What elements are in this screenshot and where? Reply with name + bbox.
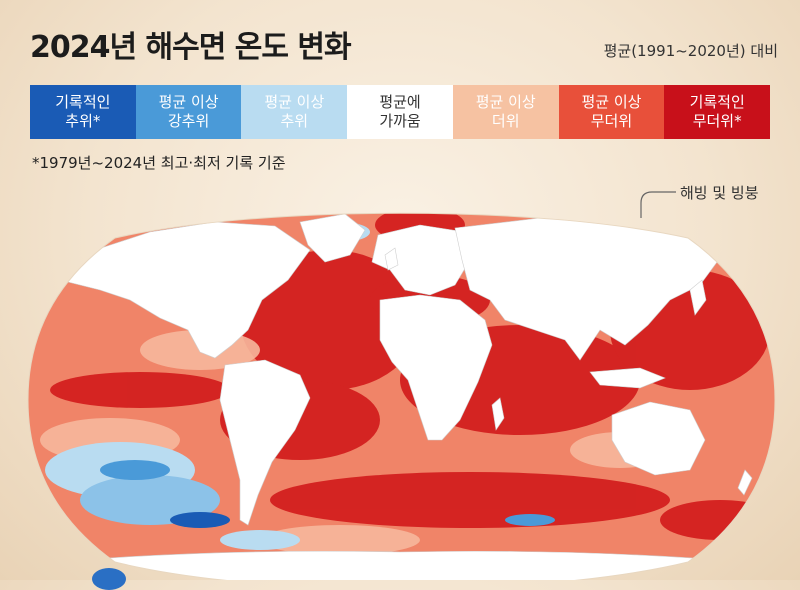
- africa: [379, 294, 493, 441]
- madagascar: [491, 397, 505, 431]
- legend-label: 평균에 가까움: [379, 93, 421, 130]
- legend-label: 평균 이상 강추위: [158, 93, 219, 130]
- map-outline: [27, 212, 776, 580]
- publisher-logo-icon: [92, 568, 126, 590]
- legend-below: 평균 이상 추위: [241, 85, 348, 139]
- baseline-subtitle: 평균(1991~2020년) 대비: [603, 42, 778, 60]
- legend-record-cold: 기록적인 추위*: [30, 85, 136, 139]
- legend-label: 기록적인 추위*: [55, 93, 111, 130]
- legend-label: 기록적인 무더위*: [689, 93, 745, 130]
- record-basis-note: *1979년~2024년 최고·최저 기록 기준: [32, 154, 286, 172]
- europe: [371, 224, 471, 296]
- north-america: [59, 221, 311, 359]
- legend-label: 평균 이상 더위: [475, 93, 536, 130]
- legend-record-hot: 기록적인 무더위*: [664, 85, 771, 139]
- japan: [689, 279, 707, 316]
- sea-ice-label: 해빙 및 빙붕: [680, 184, 759, 202]
- page-title: 2024년 해수면 온도 변화: [30, 30, 352, 65]
- new-zealand: [737, 469, 753, 496]
- sea-ice-callout-line: [640, 191, 676, 218]
- australia: [611, 401, 706, 476]
- legend-label: 평균 이상 무더위: [581, 93, 642, 130]
- legend-label: 평균 이상 추위: [264, 93, 325, 130]
- south-america: [219, 359, 311, 526]
- uk: [384, 247, 399, 271]
- legend-much-below: 평균 이상 강추위: [135, 85, 242, 139]
- color-legend: 기록적인 추위* 평균 이상 강추위 평균 이상 추위 평균에 가까움 평균 이…: [30, 85, 771, 139]
- legend-near-average: 평균에 가까움: [347, 85, 453, 139]
- land-masses: [28, 213, 775, 580]
- legend-much-above: 평균 이상 무더위: [558, 85, 665, 139]
- legend-above: 평균 이상 더위: [452, 85, 559, 139]
- indonesia: [589, 367, 666, 389]
